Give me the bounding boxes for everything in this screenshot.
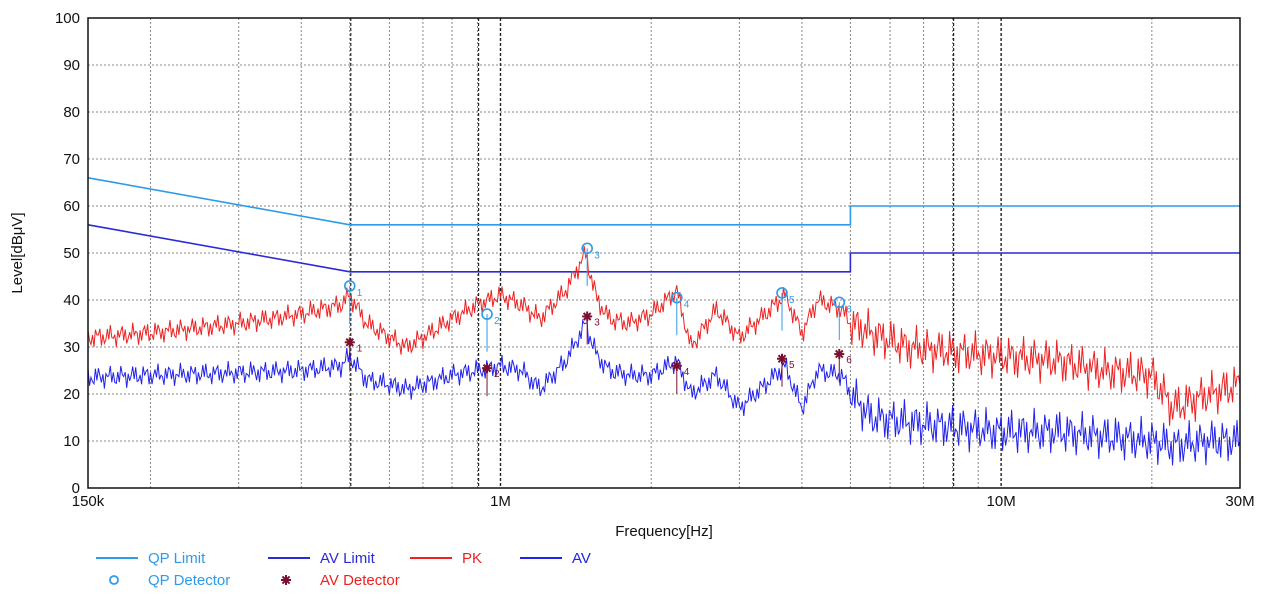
series-av <box>87 318 1241 466</box>
qp-detector-label: 1 <box>357 288 363 299</box>
qp-detector-point <box>776 287 788 299</box>
y-tick-label: 0 <box>72 480 80 497</box>
av-detector-star-ray <box>482 363 492 373</box>
qp-detector-label: 5 <box>789 295 795 306</box>
qp-detector-point <box>481 308 493 320</box>
marker-layer: 1 2 3 4 5 6 1 2 3 4 5 6 <box>343 242 852 397</box>
y-tick-label: 70 <box>63 151 80 168</box>
axes: 0 10 20 30 40 50 60 70 80 90 100 150k 1M 10M 30M Freque… <box>9 10 1255 540</box>
av-detector-point <box>671 360 682 371</box>
y-axis-label: Level[dBμV] <box>9 212 26 293</box>
av-detector-star-ray <box>582 312 592 321</box>
y-tick-label: 40 <box>63 292 80 309</box>
series-qp-limit <box>87 177 1240 226</box>
legend-label: AV Limit <box>320 550 376 567</box>
qp-detector-point <box>581 242 593 255</box>
legend-label: AV Detector <box>320 572 400 589</box>
legend-label: QP Limit <box>148 550 206 567</box>
x-tick-label: 150k <box>72 493 105 510</box>
y-tick-label: 100 <box>55 10 80 27</box>
legend-label: PK <box>462 550 482 567</box>
plot-frame <box>87 17 1241 489</box>
series-layer <box>87 177 1241 466</box>
x-tick-label: 30M <box>1225 493 1254 510</box>
qp-detector-point <box>671 291 683 304</box>
av-detector-star-ray <box>672 361 682 371</box>
y-tick-label: 60 <box>63 198 80 215</box>
legend-item: AV <box>520 550 591 567</box>
x-tick-label: 10M <box>987 493 1016 510</box>
y-tick-label: 30 <box>63 339 80 356</box>
legend-item: QP Limit <box>96 550 206 567</box>
av-detector-point <box>776 353 787 364</box>
av-detector-label: 5 <box>789 360 795 371</box>
av-detector-star-ray <box>345 338 355 347</box>
y-tick-label: 50 <box>63 245 80 262</box>
qp-detector-label: 3 <box>594 250 600 261</box>
av-detector-label: 6 <box>846 355 852 366</box>
av-detector-label: 1 <box>357 343 363 354</box>
y-tick-label: 90 <box>63 57 80 74</box>
av-detector-label: 2 <box>494 369 500 380</box>
av-detector-point <box>344 337 355 348</box>
legend-item: PK <box>410 550 482 567</box>
qp-detector-point <box>833 296 846 309</box>
qp-detector-label: 2 <box>494 316 500 327</box>
legend-item: AV Detector <box>281 572 400 589</box>
legend: QP Limit AV Limit PK AV QP Detector AV Detect… <box>96 550 591 589</box>
x-tick-label: 1M <box>490 493 511 510</box>
legend-item: QP Detector <box>109 572 230 589</box>
y-tick-label: 20 <box>63 386 80 403</box>
qp-detector-label: 4 <box>684 300 690 311</box>
legend-item: AV Limit <box>268 550 376 567</box>
legend-swatch-circle <box>109 575 119 585</box>
av-detector-point <box>582 311 593 322</box>
av-detector-point <box>482 363 493 374</box>
legend-swatch-star-ray <box>281 575 291 585</box>
series-pk <box>87 246 1241 426</box>
y-tick-label: 80 <box>63 104 80 121</box>
legend-label: AV <box>572 550 591 567</box>
x-axis-label: Frequency[Hz] <box>615 523 713 540</box>
legend-label: QP Detector <box>148 572 230 589</box>
av-detector-star-ray <box>835 349 844 359</box>
qp-detector-label: 6 <box>846 304 852 315</box>
y-tick-label: 10 <box>63 433 80 450</box>
av-detector-label: 4 <box>684 367 690 378</box>
series-av-limit <box>87 224 1240 273</box>
qp-detector-point <box>343 280 356 292</box>
av-detector-point <box>834 349 845 360</box>
av-detector-star-ray <box>777 354 787 363</box>
av-detector-label: 3 <box>594 317 600 328</box>
